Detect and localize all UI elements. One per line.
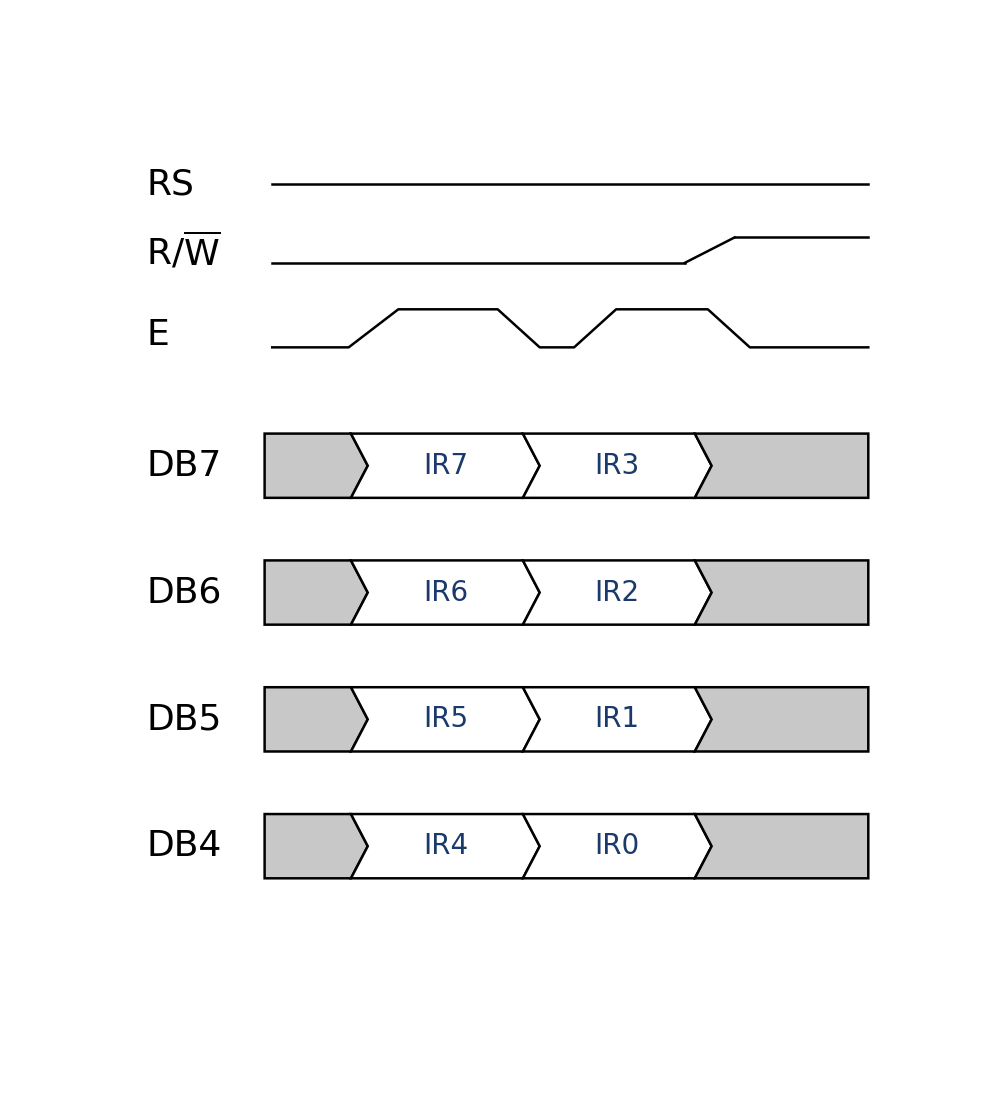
Polygon shape	[264, 814, 368, 878]
Polygon shape	[695, 560, 869, 625]
Polygon shape	[264, 560, 368, 625]
Text: RS: RS	[146, 167, 194, 201]
Text: R/$\overline{\mathrm{W}}$: R/$\overline{\mathrm{W}}$	[146, 229, 221, 271]
Polygon shape	[523, 560, 712, 625]
Polygon shape	[523, 687, 712, 751]
Text: DB7: DB7	[146, 449, 222, 483]
Polygon shape	[523, 814, 712, 878]
Text: DB4: DB4	[146, 829, 222, 863]
Text: DB6: DB6	[146, 575, 222, 609]
Polygon shape	[264, 687, 368, 751]
Text: IR4: IR4	[423, 832, 468, 860]
Polygon shape	[695, 814, 869, 878]
Polygon shape	[351, 687, 539, 751]
Text: IR2: IR2	[595, 579, 640, 606]
Polygon shape	[351, 434, 539, 497]
Polygon shape	[351, 560, 539, 625]
Text: IR1: IR1	[595, 705, 640, 733]
Text: IR0: IR0	[595, 832, 640, 860]
Text: E: E	[146, 317, 169, 351]
Text: IR6: IR6	[423, 579, 468, 606]
Polygon shape	[264, 434, 368, 497]
Text: DB5: DB5	[146, 703, 222, 737]
Text: IR3: IR3	[595, 451, 640, 480]
Text: IR5: IR5	[423, 705, 468, 733]
Text: IR7: IR7	[423, 451, 468, 480]
Polygon shape	[523, 434, 712, 497]
Polygon shape	[695, 687, 869, 751]
Polygon shape	[351, 814, 539, 878]
Polygon shape	[695, 434, 869, 497]
